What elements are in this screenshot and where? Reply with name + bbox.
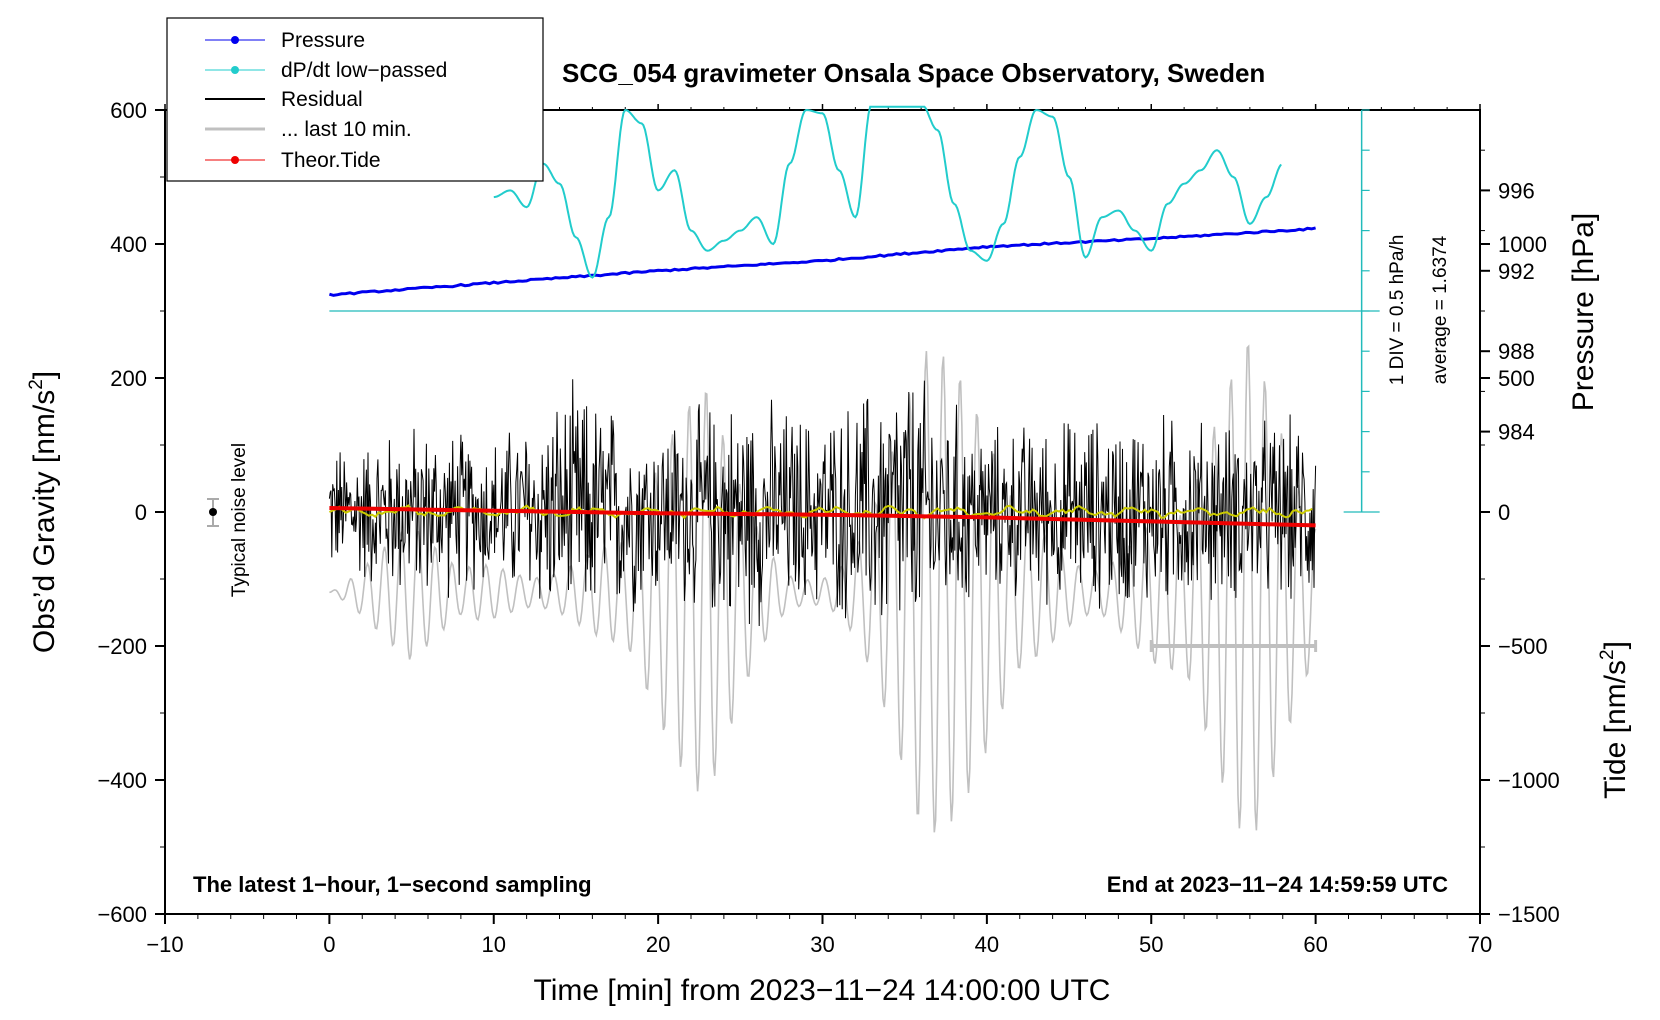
pressure-tick-label: 988 — [1498, 339, 1535, 364]
gravity-tick-label: 600 — [110, 98, 147, 123]
tide-tick-label: −1000 — [1498, 768, 1560, 793]
series-last10-line — [329, 344, 1317, 833]
tide-axis-title-main: Tide [nm/s — [1599, 660, 1632, 799]
div-label: 1 DIV = 0.5 hPa/h — [1387, 235, 1408, 386]
tide-tick-label: 1000 — [1498, 232, 1547, 257]
noise-level-marker — [207, 498, 219, 527]
dpdt-scale-bar — [329, 109, 1380, 513]
x-axis-title: Time [min] from 2023−11−24 14:00:00 UTC — [534, 974, 1111, 1007]
gravity-axis-ticks: 600 400 200 0 −200 −400 −600 — [97, 98, 165, 927]
legend: Pressure dP/dt low−passed Residual ... l… — [166, 17, 544, 182]
gravity-tick-label: −400 — [97, 768, 147, 793]
legend-label-tide: Theor.Tide — [281, 149, 381, 172]
tide-axis-title: Tide [nm/s2] — [1597, 641, 1632, 799]
gravity-tick-label: 400 — [110, 232, 147, 257]
x-tick-label: 40 — [975, 932, 999, 957]
pressure-tick-label: 992 — [1498, 259, 1535, 284]
end-time-note: End at 2023−11−24 14:59:59 UTC — [1107, 872, 1448, 897]
series-residual-lowpass-line — [329, 504, 1313, 520]
tide-axis-ticks: 1000 500 0 −500 −1000 −1500 — [1480, 232, 1560, 927]
legend-label-residual: Residual — [281, 88, 363, 111]
tide-axis-title-sup: 2 — [1597, 649, 1618, 660]
legend-label-dpdt: dP/dt low−passed — [281, 59, 447, 82]
legend-label-pressure: Pressure — [281, 29, 365, 52]
average-label: average = 1.6374 — [1430, 235, 1451, 384]
series-dpdt-line — [493, 105, 1282, 279]
pressure-tick-label: 984 — [1498, 420, 1535, 445]
tide-axis-title-close: ] — [1599, 641, 1632, 649]
legend-item-pressure: Pressure — [205, 29, 365, 52]
series-tide-line — [329, 506, 1316, 528]
pressure-axis-title: Pressure [hPa] — [1567, 213, 1600, 411]
gravity-axis-title-close: ] — [28, 371, 61, 379]
tide-tick-label: −1500 — [1498, 902, 1560, 927]
x-tick-label: 20 — [646, 932, 670, 957]
gravity-tick-label: 0 — [135, 500, 147, 525]
x-tick-label: 70 — [1468, 932, 1492, 957]
gravity-tick-label: 200 — [110, 366, 147, 391]
series-group — [328, 105, 1318, 833]
legend-label-last10: ... last 10 min. — [281, 118, 412, 141]
gravity-tick-label: −600 — [97, 902, 147, 927]
legend-item-dpdt: dP/dt low−passed — [205, 59, 447, 82]
gravity-axis-title: Obs’d Gravity [nm/s2] — [26, 371, 61, 653]
gravity-axis-title-sup: 2 — [26, 379, 47, 390]
x-tick-label: 50 — [1139, 932, 1163, 957]
x-tick-label: 0 — [323, 932, 335, 957]
gravity-tick-label: −200 — [97, 634, 147, 659]
series-residual-line — [328, 379, 1317, 627]
sampling-note: The latest 1−hour, 1−second sampling — [193, 872, 592, 897]
pressure-axis-ticks: 996 992 988 984 — [1480, 149, 1535, 445]
legend-item-last10: ... last 10 min. — [205, 118, 412, 141]
x-tick-label: 10 — [482, 932, 506, 957]
noise-level-label: Typical noise level — [229, 443, 250, 597]
x-tick-label: −10 — [146, 932, 183, 957]
x-axis-ticks: −10 0 10 20 30 40 50 60 70 — [146, 104, 1492, 957]
pressure-tick-label: 996 — [1498, 178, 1535, 203]
x-tick-label: 60 — [1303, 932, 1327, 957]
gravity-axis-title-main: Obs’d Gravity [nm/s — [28, 390, 61, 653]
series-pressure-line — [328, 226, 1316, 297]
x-tick-label: 30 — [810, 932, 834, 957]
legend-item-tide: Theor.Tide — [205, 149, 381, 172]
chart-title: SCG_054 gravimeter Onsala Space Observat… — [562, 58, 1265, 88]
legend-item-residual: Residual — [205, 88, 363, 111]
tide-tick-label: 500 — [1498, 366, 1535, 391]
tide-tick-label: 0 — [1498, 500, 1510, 525]
tide-tick-label: −500 — [1498, 634, 1548, 659]
